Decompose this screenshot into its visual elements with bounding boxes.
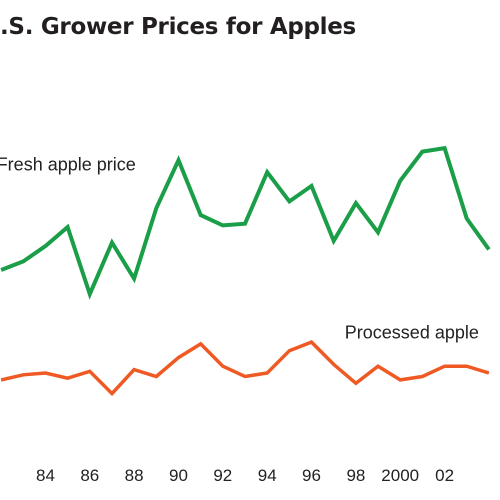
chart-title: .S. Grower Prices for Apples: [0, 14, 356, 40]
x-tick-label: 88: [125, 466, 144, 485]
series-layer: [0, 145, 491, 397]
x-tick-label: 94: [258, 466, 277, 485]
x-tick-label: 92: [213, 466, 232, 485]
x-tick-label: 86: [80, 466, 99, 485]
series-line-fresh-apple-price: [0, 145, 491, 300]
x-tick-label: 84: [36, 466, 55, 485]
x-tick-label: 02: [435, 466, 454, 485]
series-label-fresh-apple-price: Fresh apple price: [0, 154, 136, 174]
x-tick-label: 2000: [381, 466, 419, 485]
x-axis-tick-labels: 84 86 88 90 92 94 96 98 2000 02: [36, 466, 454, 485]
series-line-processed-apple: [0, 340, 490, 397]
series-label-layer: Fresh apple price Processed apple: [0, 154, 479, 342]
x-tick-label: 96: [302, 466, 321, 485]
series-label-processed-apple: Processed apple: [345, 323, 479, 343]
x-tick-label: 98: [346, 466, 365, 485]
x-tick-label: 90: [169, 466, 188, 485]
